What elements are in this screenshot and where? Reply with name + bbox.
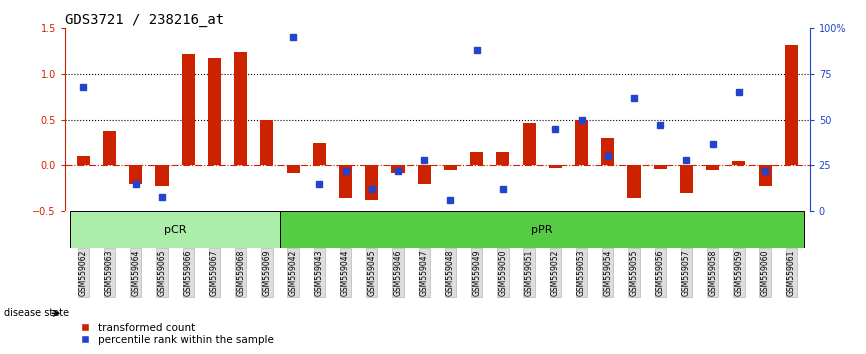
Bar [680,166,693,193]
Bar [391,166,404,173]
Bar [470,152,483,166]
Bar [129,166,142,184]
Bar [575,120,588,166]
Bar [785,45,798,166]
Bar [365,166,378,200]
Bar [182,54,195,166]
Bar [261,120,274,166]
Text: disease state: disease state [4,308,69,318]
Bar [339,166,352,198]
Bar [103,131,116,166]
Bar [208,58,221,166]
Bar [444,166,457,170]
Bar [155,166,169,185]
Bar [70,211,280,248]
Bar [280,211,805,248]
Bar [601,138,614,166]
Bar [654,166,667,169]
Bar [733,161,746,166]
Bar [287,166,300,173]
Bar [549,166,562,168]
Legend: transformed count, percentile rank within the sample: transformed count, percentile rank withi… [70,319,278,349]
Bar [234,52,247,166]
Text: GDS3721 / 238216_at: GDS3721 / 238216_at [65,13,224,27]
Bar [77,156,90,166]
Text: pPR: pPR [532,224,553,234]
Bar [628,166,641,198]
Bar [522,122,536,166]
Bar [313,143,326,166]
Bar [496,152,509,166]
Bar [759,166,772,185]
Bar [417,166,430,184]
Bar [706,166,720,170]
Text: pCR: pCR [164,224,186,234]
